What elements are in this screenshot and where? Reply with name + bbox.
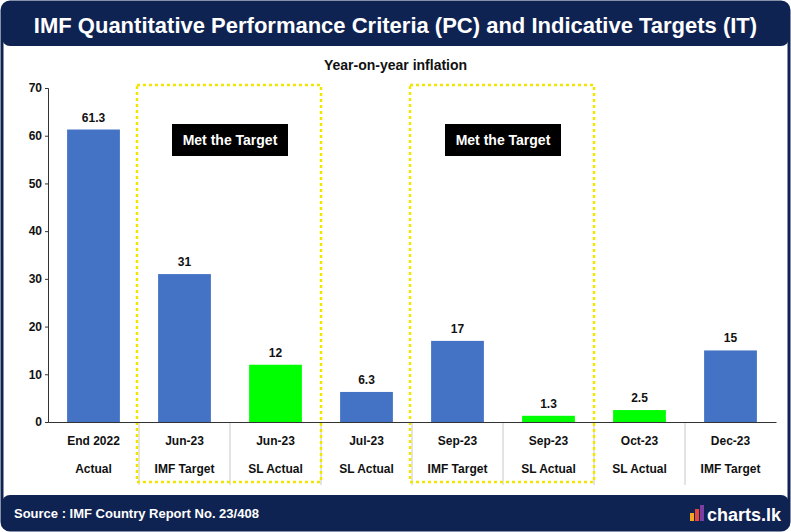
x-axis-line <box>49 422 777 423</box>
x-tick: Sep-23 IMF Target <box>428 422 488 476</box>
y-tick: 60 <box>29 129 48 143</box>
y-tick: 30 <box>29 272 48 286</box>
title: IMF Quantitative Performance Criteria (P… <box>34 13 757 38</box>
y-tick: 40 <box>29 224 48 238</box>
x-axis: End 2022 Actual Jun-23 IMF Target Jun-23 SL A… <box>49 422 777 476</box>
x-tick-label-line: Jul-23 <box>349 434 384 448</box>
y-tick: 50 <box>29 177 48 191</box>
x-tick-label-line: SL Actual <box>339 462 394 476</box>
x-tick-label: Jun-23 SL Actual <box>248 434 303 476</box>
brand-icon <box>690 513 694 521</box>
source: Source : IMF Country Report No. 23/408 <box>14 506 259 521</box>
brand-logo: charts.lk <box>690 505 782 525</box>
bar <box>340 392 393 422</box>
x-tick-label: Jul-23 SL Actual <box>339 434 394 476</box>
bar <box>158 274 211 422</box>
x-tick-label-line: IMF Target <box>155 462 215 476</box>
x-tick-label-line: Sep-23 <box>438 434 478 448</box>
y-tick-label: 40 <box>29 224 43 238</box>
x-tick-label: Sep-23 SL Actual <box>521 434 576 476</box>
category-separator <box>139 422 140 485</box>
bar <box>249 365 302 422</box>
bar <box>613 410 666 422</box>
y-tick-label: 70 <box>29 81 43 95</box>
x-tick: Jun-23 SL Actual <box>248 422 303 476</box>
x-tick-label: Sep-23 IMF Target <box>428 434 488 476</box>
x-tick-label: End 2022 Actual <box>67 434 120 476</box>
x-tick: Sep-23 SL Actual <box>521 422 576 476</box>
bar <box>67 130 120 422</box>
category-separator <box>230 422 231 485</box>
header-band <box>2 2 789 46</box>
y-tick: 0 <box>35 415 48 429</box>
data-label: 31 <box>178 255 192 269</box>
y-tick-label: 10 <box>29 368 43 382</box>
data-label: 2.5 <box>631 391 648 405</box>
y-tick-label: 60 <box>29 129 43 143</box>
annotation: Met the Target <box>456 132 551 148</box>
x-tick-label-line: IMF Target <box>428 462 488 476</box>
x-tick: Oct-23 SL Actual <box>612 422 667 476</box>
y-tick-mark <box>45 374 48 375</box>
bar <box>704 350 757 422</box>
brand-icon <box>700 505 704 521</box>
y-tick: 70 <box>29 81 48 95</box>
category-separator <box>685 422 686 485</box>
y-tick-label: 30 <box>29 272 43 286</box>
y-tick-mark <box>45 279 48 280</box>
x-tick-label-line: Oct-23 <box>621 434 659 448</box>
x-tick-label-line: Actual <box>75 462 112 476</box>
y-axis-line <box>45 89 49 423</box>
x-tick-label-line: Jun-23 <box>256 434 295 448</box>
bar <box>431 341 484 422</box>
y-tick-mark <box>45 88 48 89</box>
subtitle: Year-on-year inflation <box>324 57 467 73</box>
annotation-badge <box>445 124 561 156</box>
y-tick-label: 0 <box>35 415 42 429</box>
y-tick-mark <box>45 422 48 423</box>
y-tick: 10 <box>29 368 48 382</box>
x-tick-label: Dec-23 IMF Target <box>701 434 761 476</box>
annotation-badge <box>172 124 288 156</box>
brand: charts.lk <box>707 505 782 525</box>
x-tick-label-line: Dec-23 <box>711 434 751 448</box>
footer-band <box>2 495 789 530</box>
x-tick-label: Jun-23 IMF Target <box>155 434 215 476</box>
x-tick: Jun-23 IMF Target <box>155 422 215 476</box>
data-label: 15 <box>724 331 738 345</box>
chart: IMF Quantitative Performance Criteria (P… <box>0 0 791 532</box>
y-tick: 20 <box>29 320 48 334</box>
data-label: 6.3 <box>358 373 375 387</box>
frame <box>2 2 789 530</box>
bar <box>522 416 575 422</box>
data-label: 12 <box>269 346 283 360</box>
data-labels: 61.3 31 12 6.3 17 1.3 2.5 15 <box>82 111 738 411</box>
y-tick-label: 20 <box>29 320 43 334</box>
x-tick-label-line: SL Actual <box>521 462 576 476</box>
y-tick-label: 50 <box>29 177 43 191</box>
category-separator <box>503 422 504 485</box>
x-tick: Dec-23 IMF Target <box>701 422 761 476</box>
y-tick-mark <box>45 183 48 184</box>
category-separator <box>412 422 413 485</box>
x-tick-label: Oct-23 SL Actual <box>612 434 667 476</box>
y-axis: 0 10 20 30 40 50 60 70 <box>29 81 49 429</box>
x-tick-label-line: End 2022 <box>67 434 120 448</box>
x-tick-label-line: IMF Target <box>701 462 761 476</box>
x-tick-label-line: Jun-23 <box>165 434 204 448</box>
y-tick-mark <box>45 136 48 137</box>
y-tick-mark <box>45 327 48 328</box>
y-tick-mark <box>45 231 48 232</box>
x-tick: End 2022 Actual <box>67 422 120 476</box>
data-label: 17 <box>451 322 465 336</box>
x-tick-label-line: Sep-23 <box>529 434 569 448</box>
x-tick: Jul-23 SL Actual <box>339 422 394 476</box>
x-tick-label-line: SL Actual <box>248 462 303 476</box>
annotation: Met the Target <box>183 132 278 148</box>
data-label: 1.3 <box>540 397 557 411</box>
bars <box>67 130 757 422</box>
brand-icon <box>695 509 699 521</box>
x-tick-label-line: SL Actual <box>612 462 667 476</box>
data-label: 61.3 <box>82 111 106 125</box>
